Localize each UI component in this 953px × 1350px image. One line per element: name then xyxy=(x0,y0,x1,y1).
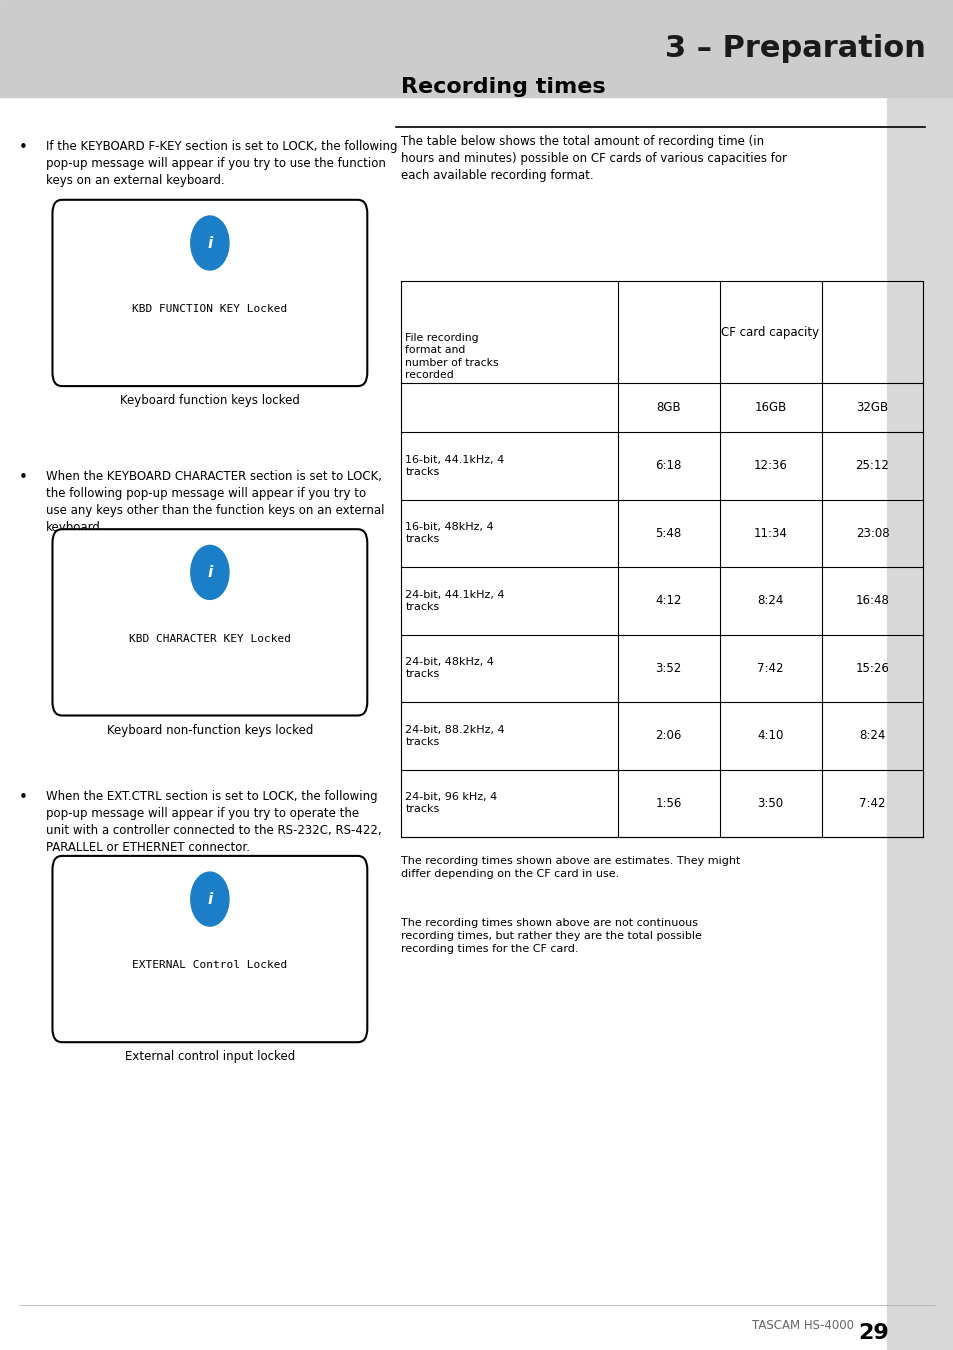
Bar xyxy=(886,0,953,1350)
Text: 8GB: 8GB xyxy=(656,401,680,414)
Text: TASCAM HS-4000: TASCAM HS-4000 xyxy=(751,1319,853,1332)
Text: •: • xyxy=(19,470,28,485)
Text: 24-bit, 88.2kHz, 4
tracks: 24-bit, 88.2kHz, 4 tracks xyxy=(405,725,504,747)
Text: •: • xyxy=(19,140,28,155)
Text: 5:48: 5:48 xyxy=(655,526,681,540)
Text: When the EXT.CTRL section is set to LOCK, the following
pop-up message will appe: When the EXT.CTRL section is set to LOCK… xyxy=(46,790,381,853)
Text: The table below shows the total amount of recording time (in
hours and minutes) : The table below shows the total amount o… xyxy=(400,135,786,182)
Text: KBD FUNCTION KEY Locked: KBD FUNCTION KEY Locked xyxy=(132,304,287,315)
Text: 16GB: 16GB xyxy=(754,401,786,414)
Text: 7:42: 7:42 xyxy=(757,662,783,675)
Text: CF card capacity: CF card capacity xyxy=(720,325,819,339)
Text: 3 – Preparation: 3 – Preparation xyxy=(664,34,924,63)
Text: •: • xyxy=(19,790,28,805)
Text: 4:12: 4:12 xyxy=(655,594,681,608)
Text: If the KEYBOARD F-KEY section is set to LOCK, the following
pop-up message will : If the KEYBOARD F-KEY section is set to … xyxy=(46,140,396,188)
Text: 23:08: 23:08 xyxy=(855,526,888,540)
Bar xyxy=(0,0,953,97)
Text: i: i xyxy=(207,564,213,580)
Text: 29: 29 xyxy=(858,1323,888,1343)
Text: EXTERNAL Control Locked: EXTERNAL Control Locked xyxy=(132,960,287,971)
FancyBboxPatch shape xyxy=(52,529,367,716)
Text: When the KEYBOARD CHARACTER section is set to LOCK,
the following pop-up message: When the KEYBOARD CHARACTER section is s… xyxy=(46,470,384,533)
Text: External control input locked: External control input locked xyxy=(125,1050,294,1064)
Text: 16-bit, 44.1kHz, 4
tracks: 16-bit, 44.1kHz, 4 tracks xyxy=(405,455,504,477)
Text: Recording times: Recording times xyxy=(400,77,604,97)
Text: The recording times shown above are not continuous
recording times, but rather t: The recording times shown above are not … xyxy=(400,918,700,953)
Text: 3:50: 3:50 xyxy=(757,796,782,810)
Text: 25:12: 25:12 xyxy=(855,459,888,472)
Text: 1:56: 1:56 xyxy=(655,796,681,810)
Text: 24-bit, 44.1kHz, 4
tracks: 24-bit, 44.1kHz, 4 tracks xyxy=(405,590,504,612)
Circle shape xyxy=(191,216,229,270)
Text: 7:42: 7:42 xyxy=(859,796,884,810)
Text: 32GB: 32GB xyxy=(856,401,887,414)
Text: Keyboard non-function keys locked: Keyboard non-function keys locked xyxy=(107,724,313,737)
Text: 8:24: 8:24 xyxy=(757,594,783,608)
Text: 15:26: 15:26 xyxy=(855,662,888,675)
Text: i: i xyxy=(207,235,213,251)
Text: 2:06: 2:06 xyxy=(655,729,681,742)
Text: 3:52: 3:52 xyxy=(655,662,681,675)
Text: i: i xyxy=(207,891,213,907)
Text: KBD CHARACTER KEY Locked: KBD CHARACTER KEY Locked xyxy=(129,633,291,644)
Text: 6:18: 6:18 xyxy=(655,459,681,472)
FancyBboxPatch shape xyxy=(52,856,367,1042)
Text: 11:34: 11:34 xyxy=(753,526,786,540)
FancyBboxPatch shape xyxy=(52,200,367,386)
Circle shape xyxy=(191,545,229,599)
Text: 16:48: 16:48 xyxy=(855,594,888,608)
Text: 4:10: 4:10 xyxy=(757,729,783,742)
Circle shape xyxy=(191,872,229,926)
Text: Keyboard function keys locked: Keyboard function keys locked xyxy=(120,394,299,408)
Text: 8:24: 8:24 xyxy=(859,729,884,742)
Text: 12:36: 12:36 xyxy=(753,459,786,472)
Text: File recording
format and
number of tracks
recorded: File recording format and number of trac… xyxy=(405,333,498,379)
Text: 16-bit, 48kHz, 4
tracks: 16-bit, 48kHz, 4 tracks xyxy=(405,522,494,544)
Text: The recording times shown above are estimates. They might
differ depending on th: The recording times shown above are esti… xyxy=(400,856,740,879)
Text: 24-bit, 48kHz, 4
tracks: 24-bit, 48kHz, 4 tracks xyxy=(405,657,494,679)
Text: 24-bit, 96 kHz, 4
tracks: 24-bit, 96 kHz, 4 tracks xyxy=(405,792,497,814)
